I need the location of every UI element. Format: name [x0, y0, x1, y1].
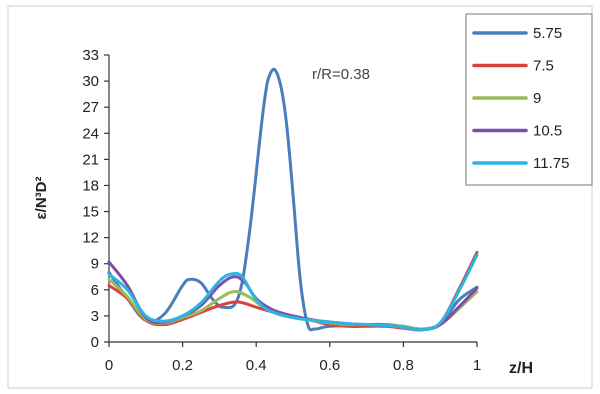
- y-tick-label: 18: [82, 177, 99, 194]
- x-tick-label: 0: [105, 357, 113, 374]
- y-tick-label: 21: [82, 151, 99, 168]
- annotation-text: r/R=0.38: [312, 66, 370, 83]
- legend-label: 7.5: [533, 58, 554, 75]
- x-tick-label: 0.6: [319, 357, 340, 374]
- y-tick-label: 33: [82, 47, 99, 64]
- series-line-11-75: [107, 253, 479, 332]
- y-axis-label: ε/N³D²: [33, 177, 50, 220]
- series-lines: [107, 67, 479, 332]
- y-tick-label: 24: [82, 125, 99, 142]
- x-tick-label: 1: [473, 357, 481, 374]
- x-tick-label: 0.8: [393, 357, 414, 374]
- x-ticks: 0 0.2 0.4 0.6 0.8 1: [105, 342, 481, 374]
- x-tick-label: 0.2: [172, 357, 193, 374]
- legend-label: 11.75: [533, 155, 569, 172]
- y-ticks: 0 3 6 9 12 15 18 21 24 27 30 33: [82, 47, 109, 351]
- legend: 5.75 7.5 9 10.5 11.75: [472, 25, 569, 172]
- y-tick-label: 27: [82, 99, 99, 116]
- y-tick-label: 0: [91, 334, 99, 351]
- x-axis-label: z/H: [509, 360, 533, 377]
- y-tick-label: 15: [82, 204, 99, 221]
- x-tick-label: 0.4: [246, 357, 267, 374]
- y-tick-label: 30: [82, 73, 99, 90]
- y-tick-label: 9: [91, 256, 99, 273]
- y-tick-label: 3: [91, 308, 99, 325]
- legend-label: 9: [533, 90, 541, 107]
- y-tick-label: 6: [91, 282, 99, 299]
- legend-label: 5.75: [533, 25, 562, 42]
- legend-label: 10.5: [533, 123, 562, 140]
- y-tick-label: 12: [82, 230, 99, 247]
